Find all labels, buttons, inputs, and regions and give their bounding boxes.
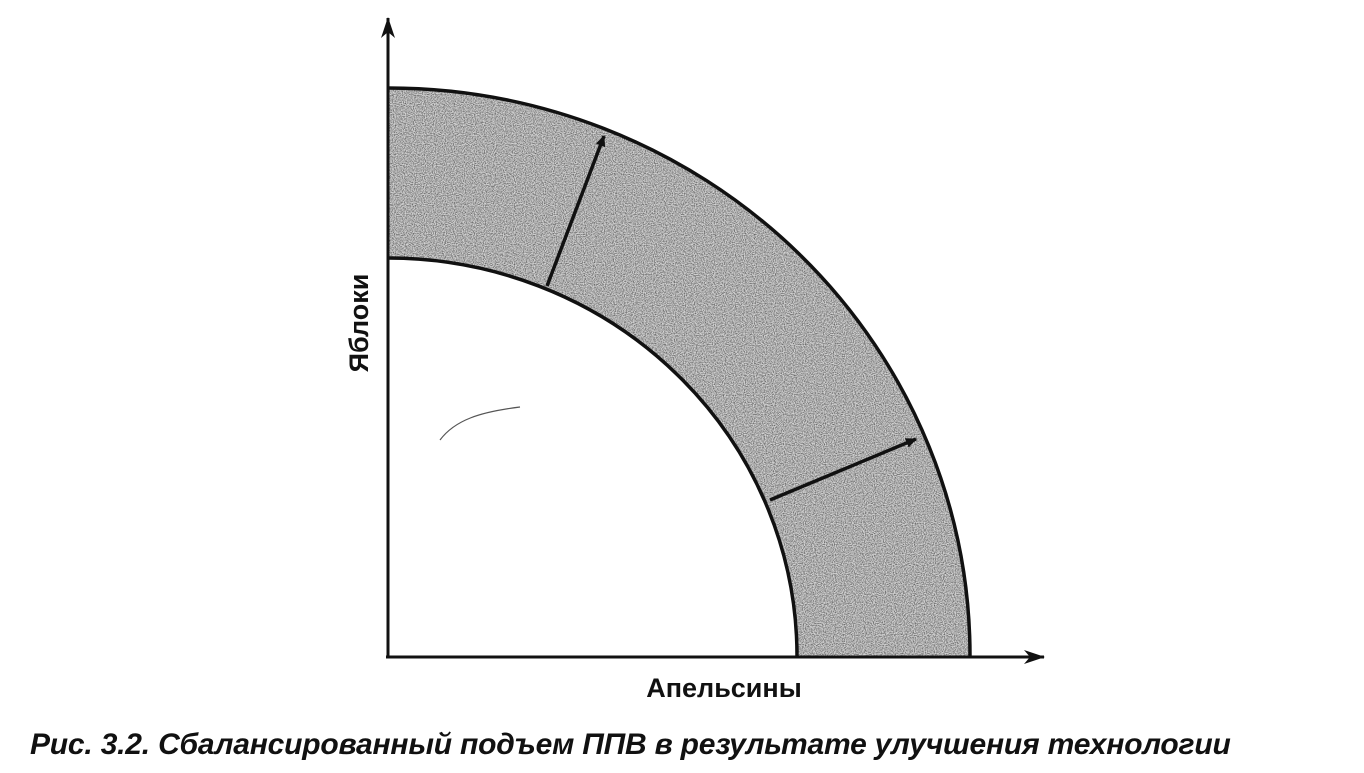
inner-frontier-curve	[387, 256, 799, 657]
x-axis-label: Апельсины	[646, 673, 802, 703]
figure-caption: Рис. 3.2. Сбалансированный подъем ППВ в …	[30, 728, 1231, 761]
y-axis-label: Яблоки	[344, 274, 374, 373]
shift-arrow-upper	[545, 135, 606, 287]
shift-arrow-lower	[769, 437, 917, 502]
shaded-growth-band	[388, 88, 970, 656]
outer-frontier-curve	[387, 86, 972, 657]
pencil-mark	[439, 406, 521, 441]
